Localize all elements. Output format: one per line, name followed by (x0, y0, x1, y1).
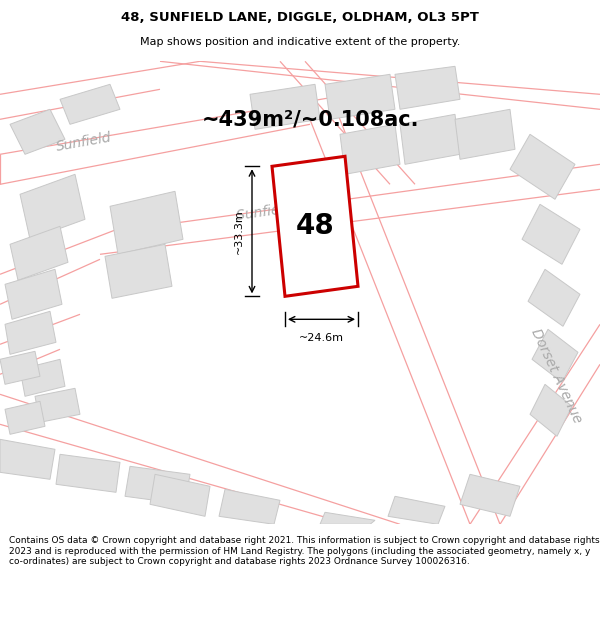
Polygon shape (530, 384, 572, 436)
Polygon shape (395, 66, 460, 109)
Polygon shape (340, 124, 400, 174)
Polygon shape (0, 439, 55, 479)
Text: Contains OS data © Crown copyright and database right 2021. This information is : Contains OS data © Crown copyright and d… (9, 536, 599, 566)
Polygon shape (110, 191, 183, 254)
Text: 48, SUNFIELD LANE, DIGGLE, OLDHAM, OL3 5PT: 48, SUNFIELD LANE, DIGGLE, OLDHAM, OL3 5… (121, 11, 479, 24)
Polygon shape (219, 489, 280, 524)
Polygon shape (455, 109, 515, 159)
Polygon shape (320, 512, 375, 524)
Text: 48: 48 (296, 213, 334, 240)
Polygon shape (522, 204, 580, 264)
Text: Map shows position and indicative extent of the property.: Map shows position and indicative extent… (140, 37, 460, 47)
Polygon shape (10, 226, 68, 280)
Polygon shape (35, 388, 80, 422)
Polygon shape (400, 114, 460, 164)
Polygon shape (250, 84, 320, 129)
Polygon shape (325, 74, 395, 119)
Polygon shape (388, 496, 445, 524)
Polygon shape (532, 329, 578, 382)
Text: ~439m²/~0.108ac.: ~439m²/~0.108ac. (201, 109, 419, 129)
Polygon shape (125, 466, 190, 504)
Polygon shape (272, 156, 358, 296)
Polygon shape (60, 84, 120, 124)
Text: Sunfield Lane: Sunfield Lane (235, 196, 330, 222)
Polygon shape (0, 351, 40, 384)
Text: ~33.3m: ~33.3m (234, 209, 244, 254)
Polygon shape (510, 134, 575, 199)
Polygon shape (5, 269, 62, 319)
Polygon shape (5, 401, 45, 434)
Polygon shape (528, 269, 580, 326)
Polygon shape (460, 474, 520, 516)
Polygon shape (56, 454, 120, 493)
Polygon shape (150, 474, 210, 516)
Polygon shape (5, 311, 56, 354)
Polygon shape (10, 109, 65, 154)
Polygon shape (20, 174, 85, 239)
Text: Sunfield: Sunfield (55, 131, 113, 154)
Polygon shape (105, 244, 172, 298)
Text: Dorset Avenue: Dorset Avenue (528, 327, 584, 426)
Polygon shape (20, 359, 65, 396)
Text: ~24.6m: ~24.6m (299, 333, 344, 343)
